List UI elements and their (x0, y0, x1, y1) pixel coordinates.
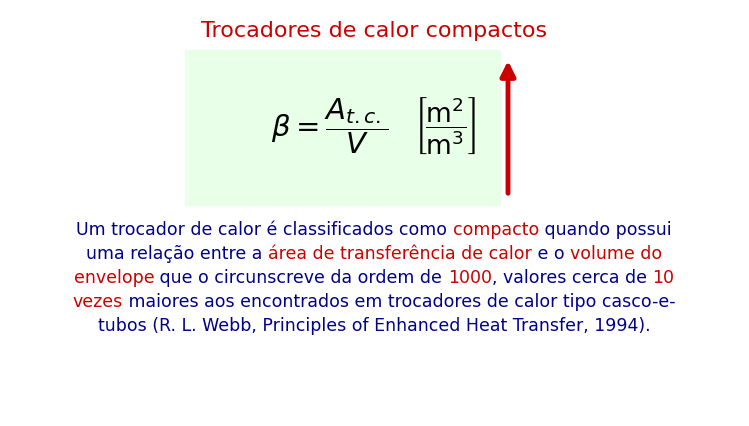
Text: compacto: compacto (453, 221, 539, 239)
Text: uma relação entre a: uma relação entre a (86, 245, 268, 263)
Bar (185, 50, 500, 205)
Text: área de transferência de calor: área de transferência de calor (268, 245, 532, 263)
Text: , valores cerca de: , valores cerca de (492, 269, 652, 287)
Text: que o circunscreve da ordem de: que o circunscreve da ordem de (154, 269, 448, 287)
Text: maiores aos encontrados em trocadores de calor tipo casco-e-: maiores aos encontrados em trocadores de… (123, 293, 676, 311)
Text: vezes: vezes (73, 293, 123, 311)
Text: 1000: 1000 (448, 269, 492, 287)
Text: quando possui: quando possui (539, 221, 672, 239)
Text: envelope: envelope (73, 269, 154, 287)
Text: 10: 10 (652, 269, 674, 287)
Text: e o: e o (532, 245, 570, 263)
Text: tubos (R. L. Webb, Principles of Enhanced Heat Transfer, 1994).: tubos (R. L. Webb, Principles of Enhance… (97, 317, 650, 335)
Text: volume do: volume do (570, 245, 662, 263)
Text: Trocadores de calor compactos: Trocadores de calor compactos (201, 21, 547, 41)
Text: $\left[\dfrac{\mathrm{m}^2}{\mathrm{m}^3}\right]$: $\left[\dfrac{\mathrm{m}^2}{\mathrm{m}^3… (414, 95, 476, 157)
Text: $\beta = \dfrac{A_{t.c.}}{V}$: $\beta = \dfrac{A_{t.c.}}{V}$ (271, 96, 389, 156)
Text: Um trocador de calor é classificados como: Um trocador de calor é classificados com… (76, 221, 453, 239)
